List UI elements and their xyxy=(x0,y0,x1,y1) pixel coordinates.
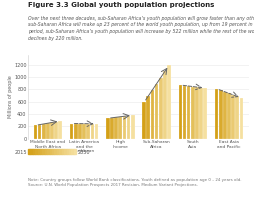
Bar xyxy=(106,118,110,139)
Bar xyxy=(155,84,158,139)
Bar xyxy=(70,124,73,139)
Bar xyxy=(131,115,135,139)
Bar xyxy=(50,123,54,139)
Bar xyxy=(42,124,45,139)
Bar xyxy=(195,87,199,139)
Bar xyxy=(123,116,126,139)
Bar xyxy=(187,86,190,139)
Bar xyxy=(90,124,94,139)
Bar xyxy=(167,65,171,139)
Bar xyxy=(240,98,243,139)
Bar xyxy=(183,86,186,139)
Bar xyxy=(58,121,62,139)
Bar xyxy=(223,92,227,139)
Bar xyxy=(114,117,118,139)
Bar xyxy=(38,125,41,139)
Bar xyxy=(219,90,223,139)
Y-axis label: Millions of people: Millions of people xyxy=(8,76,13,118)
Text: Figure 3.3 Global youth population projections: Figure 3.3 Global youth population proje… xyxy=(28,2,214,8)
Bar xyxy=(142,102,146,139)
Bar xyxy=(34,125,37,139)
Bar xyxy=(227,93,231,139)
Bar xyxy=(231,95,235,139)
Bar xyxy=(215,89,218,139)
Bar xyxy=(151,90,154,139)
Bar xyxy=(74,124,78,139)
Text: 2050: 2050 xyxy=(77,150,90,155)
Bar xyxy=(179,85,182,139)
Bar xyxy=(163,71,167,139)
Bar xyxy=(127,116,130,139)
Bar xyxy=(199,88,203,139)
Bar xyxy=(46,123,50,139)
Bar xyxy=(119,117,122,139)
Text: 2015: 2015 xyxy=(14,150,27,155)
Bar xyxy=(235,96,239,139)
Text: Note: Country groups follow World Bank classifications. Youth defined as populat: Note: Country groups follow World Bank c… xyxy=(28,178,242,187)
Bar xyxy=(86,124,90,139)
Bar xyxy=(110,118,114,139)
Text: Over the next three decades, sub-Saharan Africa’s youth population will grow fas: Over the next three decades, sub-Saharan… xyxy=(28,16,254,41)
Bar xyxy=(191,87,195,139)
Bar xyxy=(82,124,86,139)
Bar xyxy=(147,96,150,139)
Bar xyxy=(78,124,82,139)
Bar xyxy=(54,122,58,139)
Bar xyxy=(203,88,207,139)
Bar xyxy=(95,124,98,139)
Bar xyxy=(159,78,163,139)
